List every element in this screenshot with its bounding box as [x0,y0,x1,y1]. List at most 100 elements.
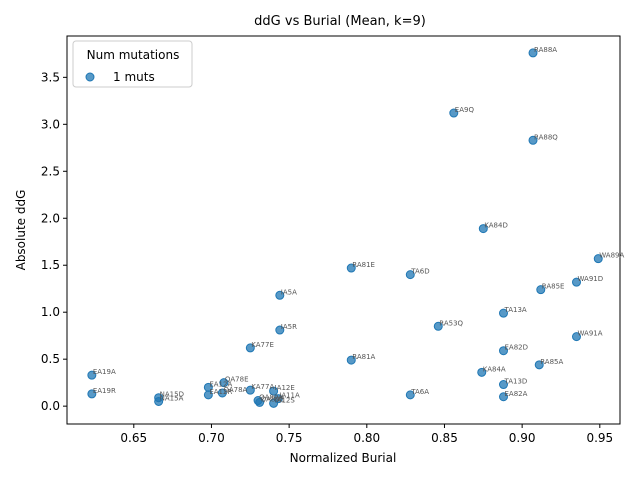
data-point [449,108,459,118]
x-tick-label: 0.95 [586,431,613,445]
y-tick-label: 3.5 [41,70,60,84]
y-tick: 3.5 [41,70,67,84]
data-point-label: WA91A [578,330,603,338]
data-point-label: EA82D [504,344,528,352]
data-point-label: RA85E [542,283,565,291]
data-point-label: TA13A [503,306,526,314]
data-point [477,367,487,377]
data-point-label: EA82A [504,390,527,398]
data-point-label: RA88Q [534,133,558,141]
data-point-label: RA85A [540,358,563,366]
y-tick-label: 0.0 [41,399,60,413]
chart-title: ddG vs Burial (Mean, k=9) [254,14,426,29]
data-point [593,254,603,264]
data-point-label: WA89A [599,252,624,260]
data-point-label: IA11A [279,392,300,400]
data-point-label: EA12A [209,380,232,388]
data-point-label: IA12S [275,396,296,404]
x-axis-label: Normalized Burial [290,451,397,465]
legend-box [72,40,193,88]
y-tick: 0.5 [41,352,67,366]
data-point-label: RA53Q [439,319,463,327]
data-point [498,346,508,356]
y-tick: 0.0 [41,399,67,413]
data-point [269,398,279,408]
legend-marker [85,72,95,82]
data-point [245,343,255,353]
data-point [275,325,285,335]
data-point-label: EA19R [93,387,116,395]
legend-entry-label: 1 muts [113,70,155,84]
x-tick-label: 0.75 [276,431,303,445]
data-point-label: QA78E [225,376,249,384]
x-tick-label: 0.85 [431,431,458,445]
data-point [346,263,356,273]
data-point-label: TA6A [410,388,429,396]
data-point-label: NA15A [160,394,184,402]
x-tick: 0.85 [431,424,458,445]
data-points [87,48,603,408]
y-tick-label: 2.5 [41,164,60,178]
legend-title: Num mutations [87,48,180,62]
data-point-label: RA88A [534,46,557,54]
x-tick: 0.95 [586,424,613,445]
data-point-label: KA84A [483,365,506,373]
y-tick: 1.5 [41,258,67,272]
data-point-label: EA9Q [455,106,475,114]
y-tick: 2.0 [41,211,67,225]
x-axis-ticks: 0.65 0.70 0.75 0.80 0.85 0.90 0.95 [120,424,613,445]
y-tick-label: 1.0 [41,305,60,319]
data-point [572,332,582,342]
data-point-label: IA5R [281,323,297,331]
y-tick: 3.0 [41,117,67,131]
y-tick-label: 3.0 [41,117,60,131]
data-point-label: NA15D [160,391,184,399]
data-point [154,396,164,406]
data-point [498,392,508,402]
data-point [346,355,356,365]
data-point-label: EA19A [93,368,116,376]
data-point [255,397,265,407]
x-tick: 0.65 [120,424,147,445]
data-point [478,224,488,234]
data-point [203,390,213,400]
data-point-label: EA12R [209,388,232,396]
x-tick-label: 0.65 [120,431,147,445]
data-point [217,388,227,398]
data-point-labels: RA88A EA9Q RA88Q KA84D WA89A RA81E TA6D WA91D RA… [93,46,625,404]
data-point [269,386,279,396]
data-point-label: IA12E [275,384,295,392]
x-tick: 0.70 [198,424,225,445]
data-point-label: QA78A [223,386,247,394]
data-point [498,308,508,318]
data-point-label: RA81E [352,261,375,269]
y-tick-label: 2.0 [41,211,60,225]
y-tick: 1.0 [41,305,67,319]
data-point-label: RA81A [352,353,375,361]
data-point [498,380,508,390]
x-tick: 0.90 [509,424,536,445]
data-point [572,277,582,287]
x-tick: 0.80 [353,424,380,445]
y-tick: 2.5 [41,164,67,178]
data-point-label: KA77E [251,341,274,349]
data-point [536,285,546,295]
x-tick-label: 0.70 [198,431,225,445]
data-point-label: WA91D [578,275,604,283]
legend: Num mutations 1 muts [72,40,193,88]
y-tick-label: 0.5 [41,352,60,366]
data-point-label: TA13D [503,378,527,386]
data-point [405,390,415,400]
data-point [405,270,415,280]
data-point [433,321,443,331]
data-point-label: QA89E [261,395,285,403]
x-tick: 0.75 [276,424,303,445]
data-point-label: KA84D [484,222,508,230]
data-point-label: KA77A [251,383,274,391]
x-tick-label: 0.80 [353,431,380,445]
data-point [245,385,255,395]
x-tick-label: 0.90 [509,431,536,445]
data-point-label: IA5A [281,288,297,296]
data-point [528,135,538,145]
